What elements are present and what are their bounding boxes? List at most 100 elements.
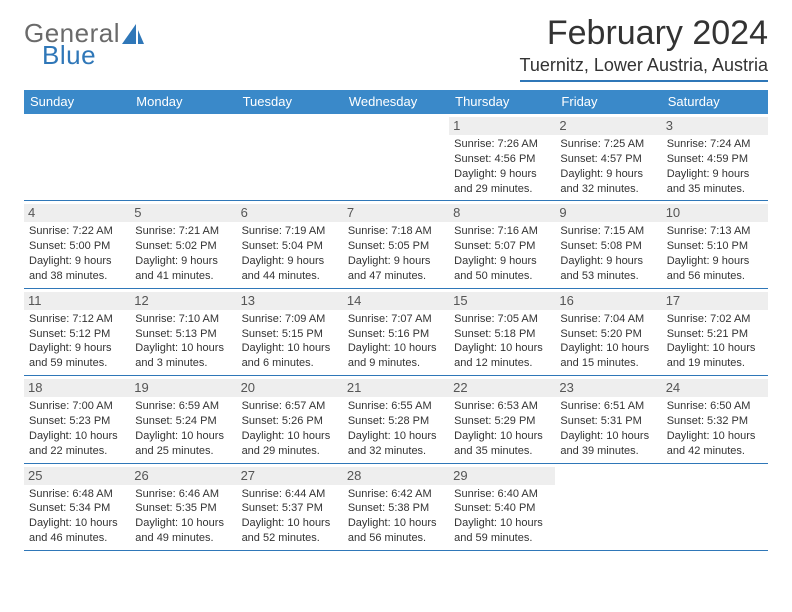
day-cell: 25Sunrise: 6:48 AMSunset: 5:34 PMDayligh…: [24, 464, 130, 550]
day-number: 17: [662, 292, 768, 310]
sunset-text: Sunset: 5:13 PM: [135, 327, 231, 342]
day-cell: [662, 464, 768, 550]
sunset-text: Sunset: 5:00 PM: [29, 239, 125, 254]
day-cell: [343, 114, 449, 200]
sunrise-text: Sunrise: 7:07 AM: [348, 312, 444, 327]
daylight-text: Daylight: 9 hours: [454, 254, 550, 269]
sunrise-text: Sunrise: 6:59 AM: [135, 399, 231, 414]
location-subtitle: Tuernitz, Lower Austria, Austria: [520, 55, 768, 82]
daylight-text: Daylight: 9 hours: [667, 167, 763, 182]
daylight-text: Daylight: 10 hours: [667, 341, 763, 356]
daylight-text: and 59 minutes.: [454, 531, 550, 546]
week-row: 25Sunrise: 6:48 AMSunset: 5:34 PMDayligh…: [24, 464, 768, 551]
day-cell: 8Sunrise: 7:16 AMSunset: 5:07 PMDaylight…: [449, 201, 555, 287]
daylight-text: Daylight: 10 hours: [348, 516, 444, 531]
sunset-text: Sunset: 5:21 PM: [667, 327, 763, 342]
daylight-text: and 6 minutes.: [242, 356, 338, 371]
day-cell: 12 Sunrise: 7:10 AMSunset: 5:13 PMDayligh…: [130, 289, 236, 375]
week-row: 11Sunrise: 7:12 AMSunset: 5:12 PMDayligh…: [24, 289, 768, 376]
week-row: 4Sunrise: 7:22 AMSunset: 5:00 PMDaylight…: [24, 201, 768, 288]
day-number: 26: [130, 467, 236, 485]
week-row: 18Sunrise: 7:00 AMSunset: 5:23 PMDayligh…: [24, 376, 768, 463]
logo-text: General Blue: [24, 20, 120, 68]
daylight-text: and 32 minutes.: [348, 444, 444, 459]
day-cell: 24 Sunrise: 6:50 AMSunset: 5:32 PMDayligh…: [662, 376, 768, 462]
day-cell: 5Sunrise: 7:21 AMSunset: 5:02 PMDaylight…: [130, 201, 236, 287]
sunrise-text: Sunrise: 7:09 AM: [242, 312, 338, 327]
day-number: 16: [555, 292, 661, 310]
day-cell: [130, 114, 236, 200]
sunrise-text: Sunrise: 6:50 AM: [667, 399, 763, 414]
daylight-text: Daylight: 9 hours: [135, 254, 231, 269]
month-title: February 2024: [520, 14, 768, 53]
daylight-text: Daylight: 9 hours: [560, 254, 656, 269]
week-row: 1Sunrise: 7:26 AMSunset: 4:56 PMDaylight…: [24, 114, 768, 201]
daylight-text: and 52 minutes.: [242, 531, 338, 546]
sunset-text: Sunset: 5:37 PM: [242, 501, 338, 516]
daylight-text: Daylight: 10 hours: [348, 429, 444, 444]
sunrise-text: Sunrise: 7:16 AM: [454, 224, 550, 239]
day-cell: 21Sunrise: 6:55 AMSunset: 5:28 PMDayligh…: [343, 376, 449, 462]
sunrise-text: Sunrise: 6:46 AM: [135, 487, 231, 502]
day-number: 22: [449, 379, 555, 397]
header: General Blue February 2024 Tuernitz, Low…: [24, 14, 768, 82]
day-cell: 2Sunrise: 7:25 AMSunset: 4:57 PMDaylight…: [555, 114, 661, 200]
logo-sail-icon: [122, 24, 144, 50]
day-number: 21: [343, 379, 449, 397]
sunset-text: Sunset: 5:15 PM: [242, 327, 338, 342]
day-cell: 6Sunrise: 7:19 AMSunset: 5:04 PMDaylight…: [237, 201, 343, 287]
sunset-text: Sunset: 5:04 PM: [242, 239, 338, 254]
sunset-text: Sunset: 4:56 PM: [454, 152, 550, 167]
day-number: 7: [343, 204, 449, 222]
daylight-text: Daylight: 10 hours: [454, 341, 550, 356]
daylight-text: and 42 minutes.: [667, 444, 763, 459]
day-cell: 9Sunrise: 7:15 AMSunset: 5:08 PMDaylight…: [555, 201, 661, 287]
daylight-text: Daylight: 10 hours: [135, 429, 231, 444]
day-cell: 4Sunrise: 7:22 AMSunset: 5:00 PMDaylight…: [24, 201, 130, 287]
calendar-grid: Sunday Monday Tuesday Wednesday Thursday…: [24, 90, 768, 551]
sunrise-text: Sunrise: 7:26 AM: [454, 137, 550, 152]
dow-wednesday: Wednesday: [343, 90, 449, 114]
sunset-text: Sunset: 4:59 PM: [667, 152, 763, 167]
sunset-text: Sunset: 5:32 PM: [667, 414, 763, 429]
sunrise-text: Sunrise: 7:25 AM: [560, 137, 656, 152]
sunset-text: Sunset: 5:23 PM: [29, 414, 125, 429]
day-cell: 7Sunrise: 7:18 AMSunset: 5:05 PMDaylight…: [343, 201, 449, 287]
day-number: 24: [662, 379, 768, 397]
daylight-text: Daylight: 10 hours: [135, 516, 231, 531]
day-cell: 17Sunrise: 7:02 AMSunset: 5:21 PMDayligh…: [662, 289, 768, 375]
daylight-text: Daylight: 10 hours: [242, 516, 338, 531]
daylight-text: and 49 minutes.: [135, 531, 231, 546]
daylight-text: and 25 minutes.: [135, 444, 231, 459]
daylight-text: Daylight: 9 hours: [348, 254, 444, 269]
day-number: 12: [130, 292, 236, 310]
sunrise-text: Sunrise: 7:10 AM: [135, 312, 231, 327]
day-cell: 19Sunrise: 6:59 AMSunset: 5:24 PMDayligh…: [130, 376, 236, 462]
sunrise-text: Sunrise: 7:15 AM: [560, 224, 656, 239]
day-cell: 11Sunrise: 7:12 AMSunset: 5:12 PMDayligh…: [24, 289, 130, 375]
daylight-text: and 35 minutes.: [454, 444, 550, 459]
sunset-text: Sunset: 5:10 PM: [667, 239, 763, 254]
sunset-text: Sunset: 5:26 PM: [242, 414, 338, 429]
daylight-text: Daylight: 10 hours: [454, 429, 550, 444]
dow-monday: Monday: [130, 90, 236, 114]
daylight-text: Daylight: 10 hours: [135, 341, 231, 356]
day-cell: 26Sunrise: 6:46 AMSunset: 5:35 PMDayligh…: [130, 464, 236, 550]
daylight-text: Daylight: 10 hours: [667, 429, 763, 444]
sunset-text: Sunset: 5:12 PM: [29, 327, 125, 342]
daylight-text: Daylight: 10 hours: [560, 341, 656, 356]
daylight-text: Daylight: 10 hours: [560, 429, 656, 444]
sunrise-text: Sunrise: 6:42 AM: [348, 487, 444, 502]
daylight-text: and 15 minutes.: [560, 356, 656, 371]
day-cell: [237, 114, 343, 200]
sunset-text: Sunset: 5:24 PM: [135, 414, 231, 429]
sunrise-text: Sunrise: 7:24 AM: [667, 137, 763, 152]
daylight-text: and 38 minutes.: [29, 269, 125, 284]
day-number: 20: [237, 379, 343, 397]
daylight-text: and 44 minutes.: [242, 269, 338, 284]
sunrise-text: Sunrise: 6:40 AM: [454, 487, 550, 502]
daylight-text: and 39 minutes.: [560, 444, 656, 459]
daylight-text: Daylight: 10 hours: [242, 341, 338, 356]
sunset-text: Sunset: 5:07 PM: [454, 239, 550, 254]
sunrise-text: Sunrise: 6:48 AM: [29, 487, 125, 502]
